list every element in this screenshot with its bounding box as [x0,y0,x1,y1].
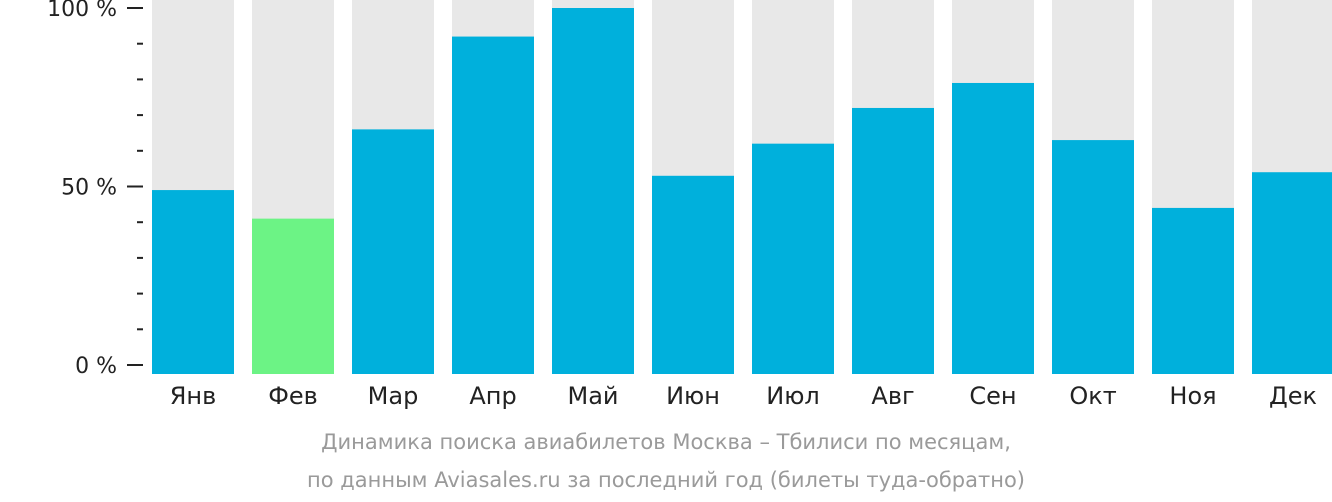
x-tick-label: Мар [368,382,419,410]
bar [152,190,234,374]
x-tick-label: Дек [1269,382,1317,410]
bar [852,107,934,375]
bar [352,129,434,374]
chart-caption-line-2: по данным Aviasales.ru за последний год … [307,468,1025,492]
bars [152,0,1332,375]
x-axis-labels: Янв Фев Мар Апр Май Июн Июл Авг Сен Окт Ноя Дек [170,382,1317,410]
y-tick-label: 50 % [61,176,117,201]
x-tick-label: Июн [666,382,720,410]
x-tick-label: Янв [170,382,217,410]
bar [1152,207,1234,374]
bar [1252,172,1332,374]
bar [552,8,634,374]
bar [652,175,734,374]
bar [752,143,834,374]
y-tick-label: 100 % [47,0,117,22]
bar-chart: 0 % 50 % 100 % Янв Фев Мар Апр Май Июн Июл Авг Сен… [47,0,1332,410]
bar [1052,140,1134,374]
bar [452,36,534,375]
bar [952,82,1034,374]
y-axis: 0 % 50 % 100 % [47,0,143,379]
chart-caption-line-1: Динамика поиска авиабилетов Москва – Тби… [321,430,1011,454]
x-tick-label: Сен [969,382,1016,410]
x-tick-label: Фев [268,382,318,410]
x-tick-label: Окт [1069,382,1116,410]
x-tick-label: Июл [766,382,820,410]
x-tick-label: Апр [469,382,516,410]
x-tick-label: Авг [871,382,914,410]
bar [252,218,334,374]
x-tick-label: Ноя [1169,382,1216,410]
x-tick-label: Май [567,382,618,410]
y-tick-label: 0 % [75,354,117,379]
